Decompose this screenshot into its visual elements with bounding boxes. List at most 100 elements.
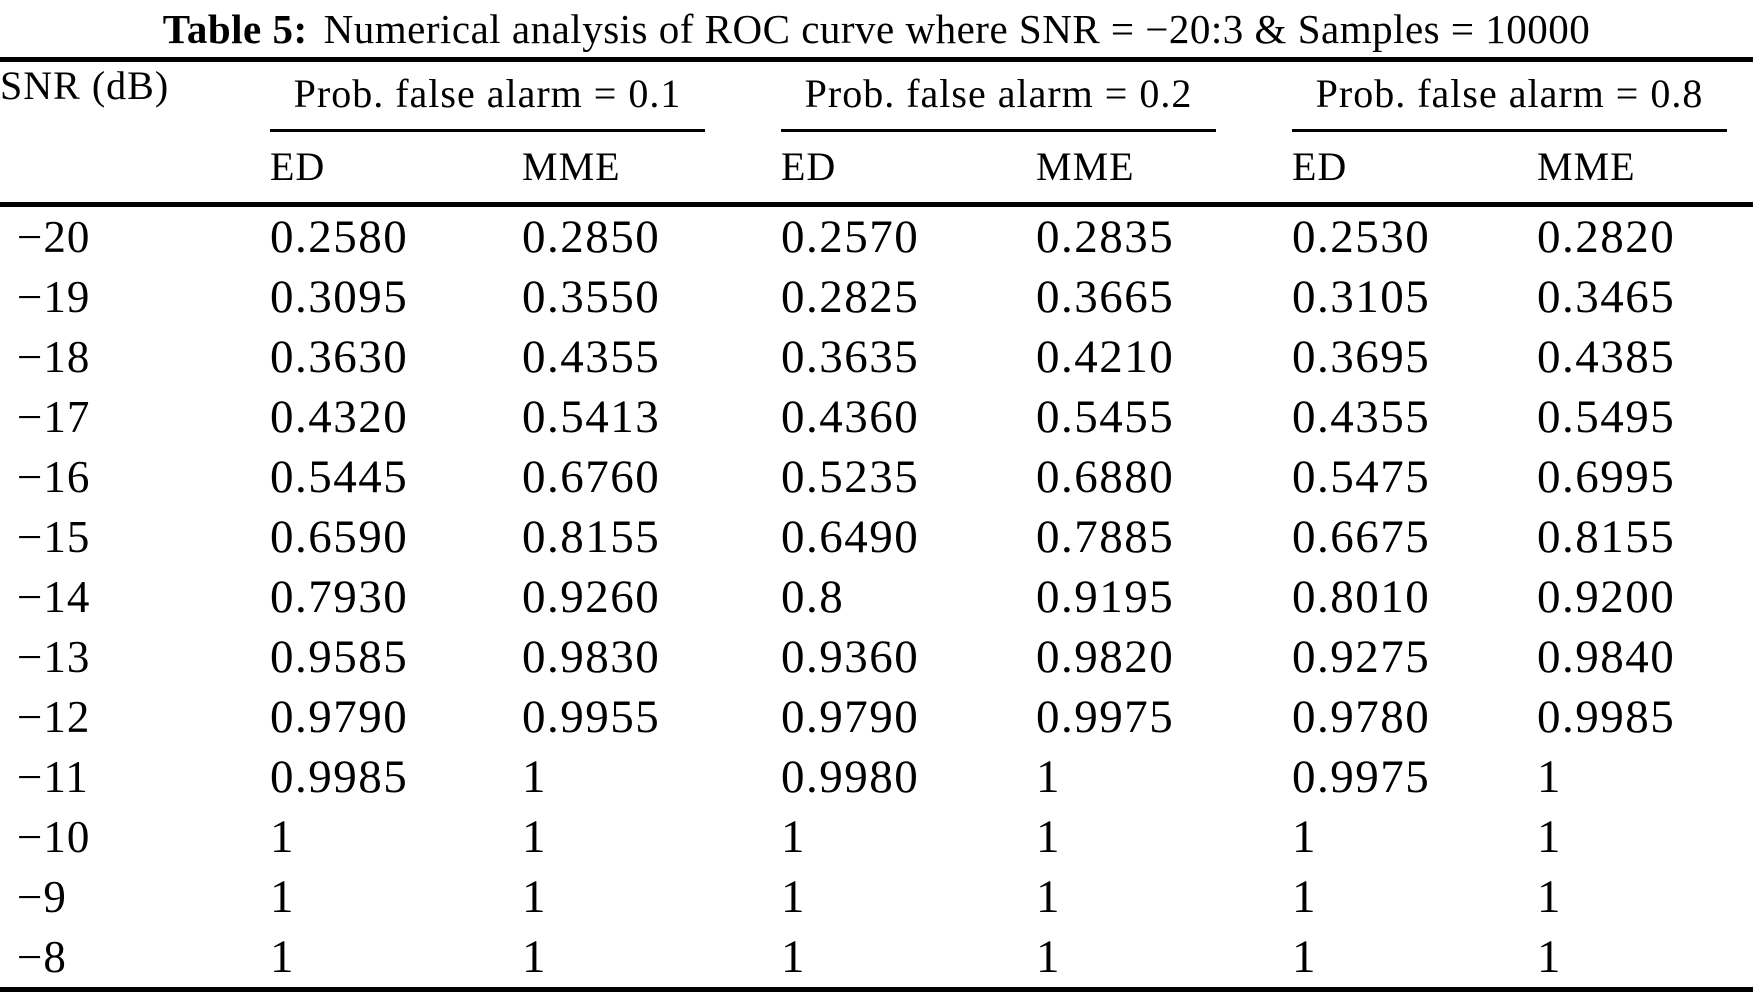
table-row: −9 1 1 1 1 1 1 <box>0 867 1753 927</box>
probability-value: 0.3095 <box>270 271 409 323</box>
table-row: −14 0.7930 0.9260 0.8 0.9195 0.8010 0.9200 <box>0 567 1753 627</box>
probability-value: 0.4360 <box>781 391 920 443</box>
probability-value: 0.4320 <box>270 391 409 443</box>
group-header-pfa-0-8: Prob. false alarm = 0.8 <box>1292 60 1753 132</box>
probability-value: 1 <box>1036 871 1061 923</box>
probability-value: 0.8010 <box>1292 571 1431 623</box>
table-row: −20 0.2580 0.2850 0.2570 0.2835 0.2530 0.2820 <box>0 205 1753 268</box>
probability-value: 0.7885 <box>1036 511 1175 563</box>
probability-value: 0.3105 <box>1292 271 1431 323</box>
probability-value: 0.9955 <box>522 691 661 743</box>
probability-value: 0.9975 <box>1036 691 1175 743</box>
probability-value: 0.9200 <box>1537 571 1676 623</box>
table-row: −15 0.6590 0.8155 0.6490 0.7885 0.6675 0.8155 <box>0 507 1753 567</box>
probability-value: 0.5455 <box>1036 391 1175 443</box>
snr-value: −19 <box>17 272 91 322</box>
probability-value: 0.9585 <box>270 631 409 683</box>
probability-value: 0.8155 <box>522 511 661 563</box>
probability-value: 1 <box>781 811 806 863</box>
probability-value: 0.8155 <box>1537 511 1676 563</box>
probability-value: 0.3630 <box>270 331 409 383</box>
column-header-ed-2: ED <box>781 131 1036 207</box>
group-header-pfa-0-8-label: Prob. false alarm = 0.8 <box>1292 70 1727 132</box>
table-caption-text: Numerical analysis of ROC curve where SN… <box>323 5 1591 52</box>
probability-value: 0.8 <box>781 571 845 623</box>
table-row: −17 0.4320 0.5413 0.4360 0.5455 0.4355 0.5495 <box>0 387 1753 447</box>
probability-value: 1 <box>1036 931 1061 983</box>
probability-value: 0.9980 <box>781 751 920 803</box>
probability-value: 0.5445 <box>270 451 409 503</box>
table-row: −13 0.9585 0.9830 0.9360 0.9820 0.9275 0.9840 <box>0 627 1753 687</box>
probability-value: 0.9195 <box>1036 571 1175 623</box>
probability-value: 0.9275 <box>1292 631 1431 683</box>
column-header-mme-1: MME <box>522 131 781 207</box>
probability-value: 1 <box>522 751 547 803</box>
probability-value: 1 <box>522 871 547 923</box>
probability-value: 1 <box>1537 871 1562 923</box>
probability-value: 0.4355 <box>1292 391 1431 443</box>
table-caption: Table 5: Numerical analysis of ROC curve… <box>0 0 1753 57</box>
snr-value: −20 <box>17 212 91 262</box>
table-row: −18 0.3630 0.4355 0.3635 0.4210 0.3695 0.4385 <box>0 327 1753 387</box>
table-row: −10 1 1 1 1 1 1 <box>0 807 1753 867</box>
probability-value: 0.6590 <box>270 511 409 563</box>
probability-value: 0.4355 <box>522 331 661 383</box>
group-header-pfa-0-1-label: Prob. false alarm = 0.1 <box>270 70 705 132</box>
probability-value: 1 <box>1537 751 1562 803</box>
probability-value: 0.5413 <box>522 391 661 443</box>
probability-value: 0.9840 <box>1537 631 1676 683</box>
probability-value: 0.2570 <box>781 211 920 263</box>
probability-value: 0.9830 <box>522 631 661 683</box>
probability-value: 0.9975 <box>1292 751 1431 803</box>
snr-value: −16 <box>17 452 91 502</box>
table-body: −20 0.2580 0.2850 0.2570 0.2835 0.2530 0.2820−… <box>0 205 1753 990</box>
probability-value: 1 <box>1537 931 1562 983</box>
probability-value: 1 <box>1537 811 1562 863</box>
snr-value: −13 <box>17 632 91 682</box>
probability-value: 0.3665 <box>1036 271 1175 323</box>
probability-value: 1 <box>522 931 547 983</box>
probability-value: 0.3635 <box>781 331 920 383</box>
probability-value: 1 <box>270 931 295 983</box>
probability-value: 0.9790 <box>781 691 920 743</box>
probability-value: 1 <box>270 811 295 863</box>
probability-value: 0.2580 <box>270 211 409 263</box>
probability-value: 0.5235 <box>781 451 920 503</box>
snr-value: −9 <box>17 872 67 922</box>
snr-value: −10 <box>17 812 91 862</box>
group-header-pfa-0-2: Prob. false alarm = 0.2 <box>781 60 1292 132</box>
probability-value: 1 <box>522 811 547 863</box>
probability-value: 0.9790 <box>270 691 409 743</box>
table-row: −19 0.3095 0.3550 0.2825 0.3665 0.3105 0.3465 <box>0 267 1753 327</box>
column-header-ed-3: ED <box>1292 131 1537 207</box>
probability-value: 1 <box>1292 931 1317 983</box>
snr-value: −12 <box>17 692 91 742</box>
probability-value: 0.9820 <box>1036 631 1175 683</box>
table-row: −12 0.9790 0.9955 0.9790 0.9975 0.9780 0.9985 <box>0 687 1753 747</box>
table-header: SNR (dB) Prob. false alarm = 0.1 Prob. f… <box>0 59 1753 207</box>
probability-value: 0.6880 <box>1036 451 1175 503</box>
probability-value: 0.5495 <box>1537 391 1676 443</box>
probability-value: 0.5475 <box>1292 451 1431 503</box>
probability-value: 0.4210 <box>1036 331 1175 383</box>
snr-value: −15 <box>17 512 91 562</box>
probability-value: 1 <box>270 871 295 923</box>
column-header-ed-1: ED <box>270 131 522 207</box>
probability-value: 0.3550 <box>522 271 661 323</box>
probability-value: 0.9260 <box>522 571 661 623</box>
snr-value: −11 <box>17 752 89 802</box>
probability-value: 0.9985 <box>1537 691 1676 743</box>
probability-value: 0.9360 <box>781 631 920 683</box>
probability-value: 0.6490 <box>781 511 920 563</box>
probability-value: 1 <box>1292 871 1317 923</box>
probability-value: 1 <box>781 931 806 983</box>
group-header-pfa-0-2-label: Prob. false alarm = 0.2 <box>781 70 1216 132</box>
roc-analysis-table: SNR (dB) Prob. false alarm = 0.1 Prob. f… <box>0 57 1753 992</box>
probability-value: 0.4385 <box>1537 331 1676 383</box>
probability-value: 0.2530 <box>1292 211 1431 263</box>
column-header-snr: SNR (dB) <box>0 59 270 207</box>
snr-value: −18 <box>17 332 91 382</box>
probability-value: 0.6995 <box>1537 451 1676 503</box>
group-header-row: SNR (dB) Prob. false alarm = 0.1 Prob. f… <box>0 59 1753 207</box>
probability-value: 0.6760 <box>522 451 661 503</box>
